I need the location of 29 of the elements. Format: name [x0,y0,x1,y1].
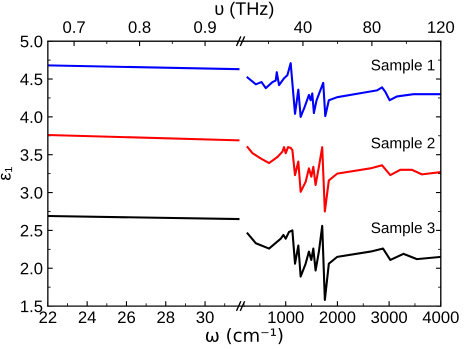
annotation: Sample 1 [371,59,435,74]
y-tick-label: 4.5 [20,74,42,86]
x-tick-label: 1000 [268,311,304,324]
x-tick-label: 28 [157,311,174,324]
y-tick-label: 2.5 [20,224,42,237]
y-tick-label: 2.0 [20,262,42,274]
x-tick-label: 4000 [422,311,459,324]
annotation: Sample 2 [371,137,434,152]
x-tick-label: 26 [118,311,135,324]
y-tick-label: 3.5 [20,149,42,161]
x-tick-label: 2000 [320,311,356,324]
y-tick-label: 5.0 [20,36,42,48]
x2-axis-title: υ (THz) [216,2,274,19]
y-tick-label: 4.0 [20,111,42,124]
x-tick-label: 24 [78,311,96,324]
x2-tick-label: 0.7 [63,21,85,34]
x-axis-title: ω (cm⁻¹) [206,328,282,344]
y-tick-label: 3.0 [20,186,42,199]
x2-tick-label: 120 [428,21,454,34]
x2-tick-label: 0.9 [194,21,216,34]
x-tick-label: 30 [196,311,214,324]
y-tick-label: 1.5 [21,300,42,312]
x2-tick-label: 0.8 [128,21,150,34]
annotation: Sample 3 [371,222,435,236]
x-tick-label: 22 [39,311,56,324]
x2-tick-label: 80 [363,21,380,34]
x2-tick-label: 40 [294,21,312,34]
x-tick-label: 3000 [371,311,408,324]
y-axis-title: ε₁ [0,167,12,180]
